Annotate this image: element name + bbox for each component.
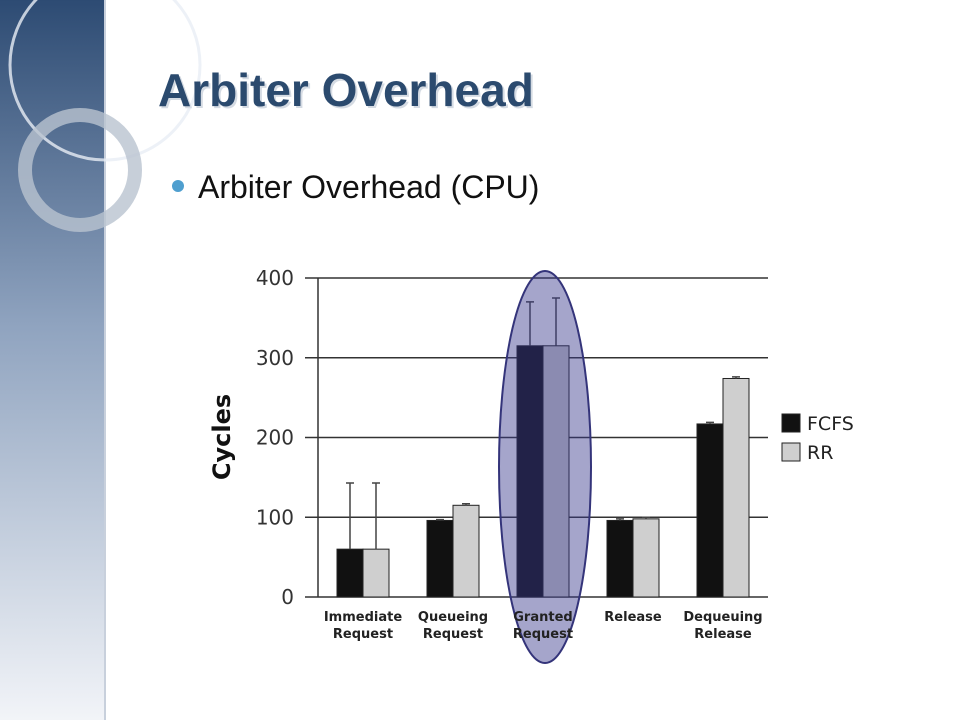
bar: [426, 519, 454, 598]
bar: [696, 423, 724, 598]
bar: [542, 345, 570, 598]
bar: [722, 377, 750, 598]
y-tick-label: 0: [281, 585, 294, 609]
y-tick-label: 200: [256, 426, 294, 450]
error-bar: [616, 518, 624, 521]
bar: [632, 518, 660, 598]
error-bar: [346, 482, 354, 550]
y-axis-label: Cycles: [208, 394, 236, 480]
error-bar: [732, 376, 740, 379]
y-tick-label: 300: [256, 346, 294, 370]
bar: [606, 519, 634, 598]
legend-label: FCFS: [807, 413, 854, 435]
x-tick-label: Granted Request: [512, 610, 574, 642]
legend-swatch: [781, 442, 801, 462]
error-bar: [462, 502, 470, 506]
error-bar: [526, 301, 534, 346]
slide-title: Arbiter Overhead: [158, 64, 534, 116]
error-bar: [372, 482, 380, 550]
y-tick-label: 400: [256, 266, 294, 290]
title-shadow: Arbiter Overhead: [160, 66, 536, 118]
sidebar: [0, 0, 105, 720]
x-tick-label: Dequeuing Release: [683, 610, 763, 642]
x-tick-label: Immediate Request: [323, 610, 403, 642]
decor-circle: [8, 0, 202, 162]
bar: [452, 504, 480, 598]
decor-ring: [18, 108, 142, 232]
legend-swatch: [781, 413, 801, 433]
legend-label: RR: [807, 442, 833, 464]
bullet-text: Arbiter Overhead (CPU): [198, 169, 539, 205]
highlight-ellipse: [498, 270, 592, 664]
x-tick-label: Queueing Request: [417, 610, 489, 642]
error-bar: [642, 516, 650, 519]
bullet-dot: [172, 180, 184, 192]
x-tick-label: Release: [604, 610, 662, 625]
bar: [362, 548, 390, 598]
bar: [516, 345, 544, 598]
error-bar: [552, 297, 560, 346]
y-tick-label: 100: [256, 505, 294, 529]
error-bar: [706, 421, 714, 424]
bar: [336, 548, 364, 598]
error-bar: [436, 518, 444, 521]
